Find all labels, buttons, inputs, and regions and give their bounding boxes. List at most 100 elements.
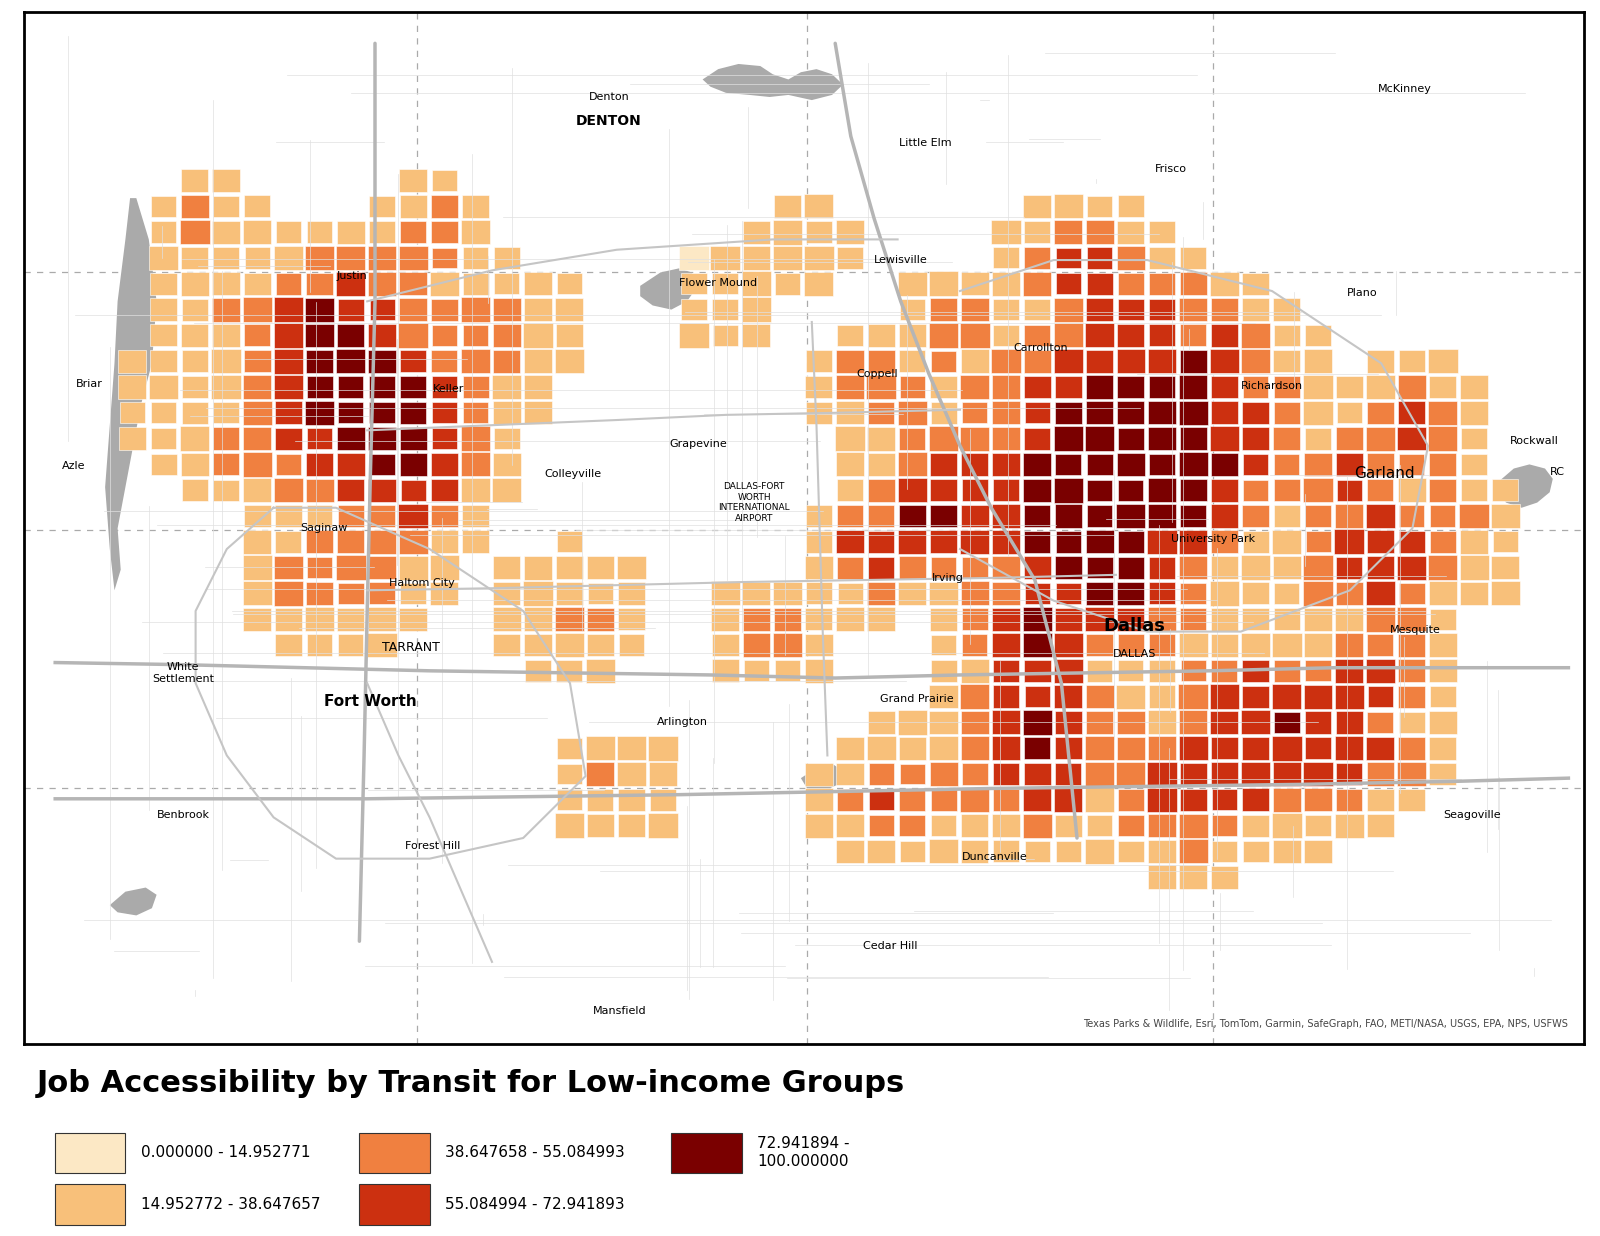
Bar — [931, 402, 957, 424]
Bar — [398, 298, 427, 321]
Bar — [992, 452, 1019, 476]
Bar — [930, 608, 957, 630]
Text: Rockwall: Rockwall — [1510, 435, 1558, 446]
Bar — [1272, 685, 1301, 708]
Bar — [869, 790, 894, 811]
Text: Keller: Keller — [432, 384, 464, 394]
Bar — [274, 581, 302, 606]
Bar — [619, 789, 645, 811]
Bar — [835, 220, 864, 243]
Bar — [1429, 349, 1458, 373]
Bar — [1211, 660, 1237, 682]
Bar — [181, 272, 210, 295]
Bar — [493, 582, 520, 604]
Bar — [368, 246, 395, 269]
Bar — [867, 324, 894, 347]
Bar — [1085, 685, 1114, 708]
Text: Azle: Azle — [62, 461, 86, 471]
Bar — [306, 454, 333, 476]
Bar — [213, 402, 238, 424]
Bar — [618, 608, 645, 630]
Bar — [1493, 480, 1518, 501]
Bar — [118, 428, 146, 450]
Bar — [960, 375, 989, 399]
Bar — [1211, 737, 1238, 759]
Bar — [1336, 454, 1363, 476]
Bar — [869, 531, 894, 552]
Text: Mansfield: Mansfield — [594, 1006, 646, 1016]
Bar — [494, 247, 520, 269]
Bar — [462, 376, 488, 398]
Bar — [432, 169, 458, 192]
Bar — [243, 581, 272, 606]
Bar — [1149, 815, 1176, 837]
Bar — [899, 840, 925, 863]
Bar — [1368, 712, 1394, 733]
Bar — [1149, 686, 1176, 708]
Bar — [150, 402, 176, 424]
Bar — [867, 737, 896, 760]
Bar — [1024, 660, 1051, 682]
Bar — [1366, 789, 1394, 811]
Bar — [1366, 426, 1395, 451]
Bar — [1274, 608, 1299, 630]
Bar — [1304, 761, 1333, 786]
Bar — [1179, 556, 1206, 580]
Bar — [1211, 504, 1238, 528]
Bar — [867, 375, 896, 399]
Text: TARRANT: TARRANT — [382, 640, 440, 654]
Bar — [1366, 815, 1394, 837]
Bar — [1147, 478, 1176, 502]
Bar — [1086, 556, 1112, 578]
Bar — [182, 299, 208, 320]
Bar — [1024, 530, 1050, 552]
Bar — [618, 556, 646, 580]
Bar — [1211, 815, 1237, 837]
Bar — [493, 478, 522, 502]
Text: DALLAS: DALLAS — [1114, 649, 1157, 659]
Bar — [837, 247, 864, 269]
Bar — [1397, 607, 1426, 632]
Bar — [213, 247, 238, 268]
Bar — [931, 634, 957, 655]
Bar — [1118, 634, 1144, 656]
Bar — [430, 221, 458, 243]
Bar — [243, 555, 272, 580]
Bar — [182, 376, 208, 398]
Bar — [1306, 428, 1331, 450]
Bar — [931, 351, 957, 372]
Bar — [1024, 840, 1050, 861]
Bar — [368, 556, 395, 580]
Bar — [587, 556, 614, 578]
Bar — [1086, 530, 1114, 554]
Bar — [306, 350, 333, 372]
Bar — [1242, 555, 1270, 580]
Bar — [400, 221, 426, 243]
Bar — [1147, 737, 1176, 760]
Bar — [1429, 711, 1458, 734]
Bar — [992, 220, 1021, 245]
Bar — [338, 324, 365, 347]
Bar — [1147, 711, 1176, 734]
Bar — [306, 530, 333, 554]
Bar — [1243, 531, 1269, 552]
Bar — [930, 685, 958, 708]
Bar — [1274, 428, 1301, 450]
Bar — [898, 272, 926, 297]
Bar — [1024, 789, 1051, 811]
Bar — [1274, 402, 1301, 424]
Bar — [462, 195, 490, 218]
Text: Grapevine: Grapevine — [669, 439, 726, 449]
Bar — [1366, 607, 1395, 632]
Bar — [899, 504, 926, 528]
Bar — [960, 659, 989, 682]
Bar — [275, 506, 301, 527]
Polygon shape — [802, 764, 843, 791]
Bar — [1210, 350, 1238, 373]
Bar — [1149, 402, 1176, 424]
Bar — [899, 530, 926, 554]
Bar — [805, 402, 832, 424]
Bar — [368, 221, 395, 243]
Text: Colleyville: Colleyville — [544, 468, 602, 478]
Bar — [1181, 247, 1206, 269]
